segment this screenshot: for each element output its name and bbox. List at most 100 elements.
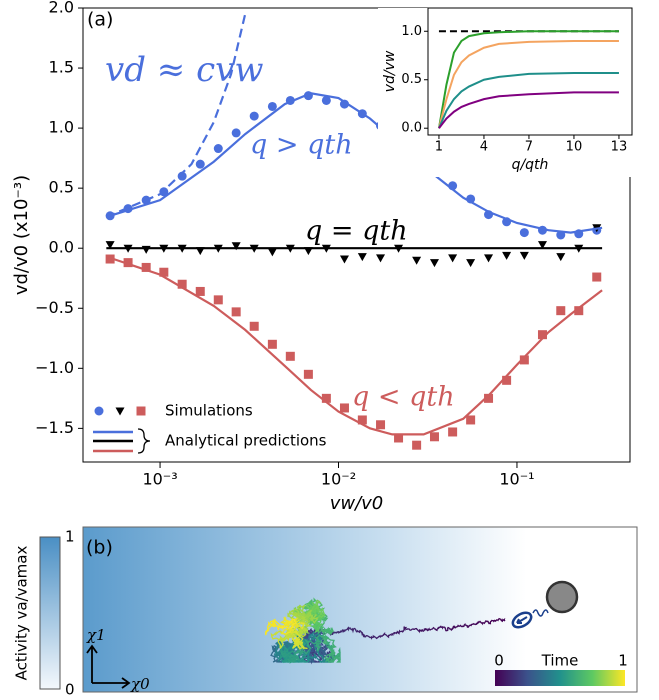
x-axis-label: vw/v0 bbox=[330, 493, 384, 514]
time-label: Time bbox=[541, 652, 579, 670]
colorbar-label: Activity va/vamax bbox=[13, 546, 31, 681]
trajectory-segment bbox=[268, 619, 291, 629]
inset-x-tick-label: 1 bbox=[435, 140, 443, 155]
annotation: q < qth bbox=[352, 382, 455, 413]
swimmer-arrow bbox=[516, 616, 528, 624]
trajectory-segment bbox=[320, 629, 329, 644]
inset-x-tick-label: 10 bbox=[566, 140, 583, 155]
axes-arrows bbox=[86, 644, 131, 689]
trajectory bbox=[264, 597, 506, 665]
trajectory-segment bbox=[433, 625, 443, 632]
data-point bbox=[448, 427, 458, 437]
annotation: q = qth bbox=[305, 216, 408, 247]
x-tick-label: 10⁻³ bbox=[142, 470, 177, 489]
trajectory-segment bbox=[329, 648, 342, 663]
data-point bbox=[339, 99, 349, 109]
data-point bbox=[249, 321, 259, 331]
swimmer-tail bbox=[532, 609, 549, 617]
trajectory-segment bbox=[264, 618, 278, 636]
annotation: q > qth bbox=[250, 130, 353, 161]
data-point bbox=[519, 251, 529, 260]
data-point bbox=[502, 375, 512, 385]
data-point bbox=[412, 440, 422, 450]
data-point bbox=[321, 393, 331, 403]
trajectory-segment bbox=[293, 605, 303, 616]
panel-label: (a) bbox=[87, 9, 113, 31]
time-tick: 1 bbox=[618, 652, 628, 670]
data-point bbox=[231, 128, 241, 138]
trajectory-segment bbox=[476, 620, 487, 626]
trajectory-segment bbox=[403, 625, 408, 632]
data-point bbox=[466, 415, 476, 425]
trajectory-segment bbox=[418, 628, 426, 634]
colorbar-tick: 0 bbox=[65, 681, 75, 699]
trajectory-segment bbox=[287, 610, 298, 620]
trajectory-segment bbox=[299, 609, 317, 622]
data-point bbox=[339, 255, 349, 264]
data-point bbox=[376, 420, 386, 430]
trajectory-segment bbox=[289, 617, 300, 629]
trajectory-segment bbox=[394, 629, 405, 635]
trajectory-segment bbox=[342, 626, 353, 633]
inset-curve bbox=[438, 71, 619, 129]
data-point bbox=[376, 254, 386, 263]
activity-colorbar bbox=[39, 536, 61, 690]
plot-frame bbox=[82, 7, 631, 463]
data-point bbox=[339, 403, 349, 413]
y-tick-label: 1.5 bbox=[49, 58, 74, 77]
trajectory-segment bbox=[334, 629, 344, 635]
y-tick-label: 2.0 bbox=[49, 0, 74, 17]
data-point bbox=[484, 393, 494, 403]
data-point bbox=[213, 295, 223, 305]
data-point bbox=[429, 259, 439, 268]
inset-curve bbox=[437, 39, 619, 129]
y-tick-label: 0.5 bbox=[49, 178, 74, 197]
data-point bbox=[574, 306, 584, 316]
trajectory-segment bbox=[294, 630, 308, 650]
inset-y-tick-label: 1.0 bbox=[401, 24, 422, 39]
trajectory-segment bbox=[441, 626, 451, 632]
data-point bbox=[249, 111, 259, 121]
data-point bbox=[195, 286, 205, 296]
data-point bbox=[537, 241, 547, 250]
inset-x-tick-label: 4 bbox=[480, 140, 488, 155]
trajectory-segment bbox=[406, 627, 420, 633]
trajectory-segment bbox=[276, 631, 298, 650]
data-point bbox=[429, 432, 439, 442]
axis-label: χ0 bbox=[130, 675, 150, 693]
inset-x-tick-label: 13 bbox=[611, 140, 628, 155]
colorbar-tick: 1 bbox=[65, 528, 75, 546]
legend-label: Analytical predictions bbox=[165, 432, 327, 450]
x-tick-label: 10⁻¹ bbox=[499, 470, 534, 489]
data-point bbox=[177, 279, 187, 289]
trajectory-segment bbox=[485, 619, 494, 625]
data-point bbox=[592, 272, 602, 282]
data-point bbox=[519, 228, 529, 238]
trajectory-segment bbox=[287, 654, 300, 664]
data-point bbox=[357, 253, 367, 262]
data-point bbox=[267, 101, 277, 111]
inset-y-label: vd/vw bbox=[382, 50, 398, 92]
axis-label: χ1 bbox=[86, 626, 106, 644]
data-point bbox=[484, 254, 494, 263]
data-point bbox=[357, 415, 367, 425]
data-point bbox=[394, 433, 404, 443]
analytical-curve bbox=[105, 255, 603, 436]
legend-label: Simulations bbox=[165, 402, 253, 420]
trajectory-segment bbox=[288, 625, 309, 638]
data-point bbox=[267, 248, 277, 257]
y-tick-label: −1.5 bbox=[35, 418, 74, 437]
data-point bbox=[556, 306, 566, 316]
y-tick-label: 1.0 bbox=[49, 118, 74, 137]
y-axis-label: vd/v0 (x10⁻³) bbox=[11, 175, 32, 295]
time-colorbar bbox=[495, 670, 625, 686]
trajectory-segment bbox=[276, 618, 297, 631]
inset-frame bbox=[427, 7, 633, 136]
trajectory-segment bbox=[374, 631, 388, 640]
data-point bbox=[448, 254, 458, 263]
data-point bbox=[285, 351, 295, 361]
trajectory-segment bbox=[323, 639, 333, 651]
time-tick: 0 bbox=[494, 652, 504, 670]
inset-x-label: q/qth bbox=[512, 157, 549, 173]
